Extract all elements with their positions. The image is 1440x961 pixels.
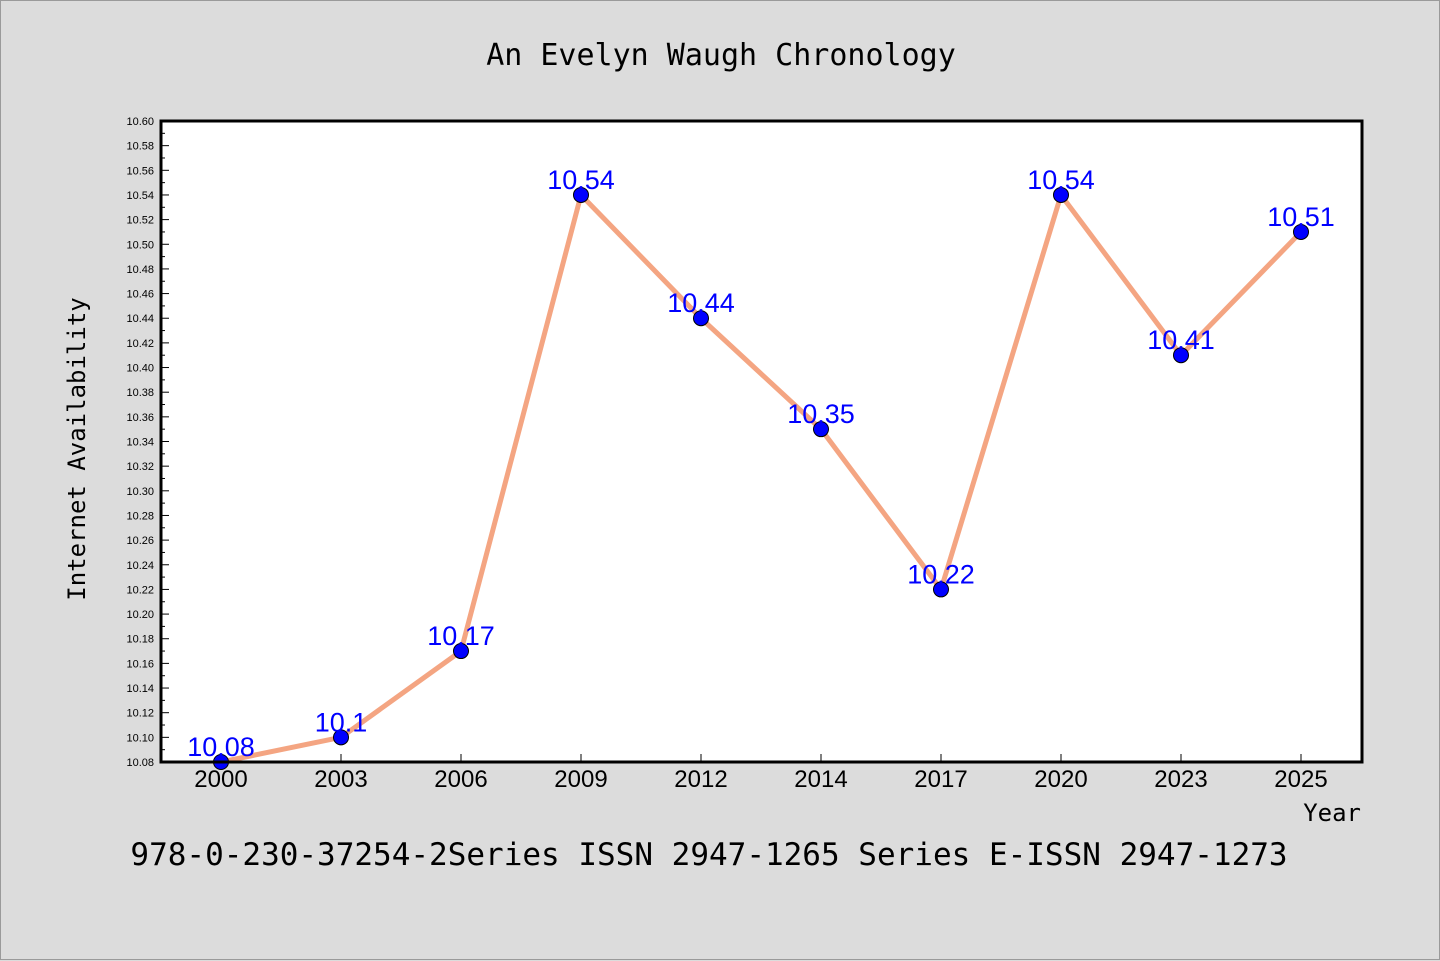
x-axis-ticks: 2000 2003 2006 2009 2012 2014 2017 2020 2023 2025 — [194, 754, 1328, 793]
y-tick-label: 10.28 — [126, 510, 154, 522]
data-label: 10.51 — [1267, 202, 1335, 232]
x-axis-label: Year — [1303, 799, 1361, 827]
y-tick-label: 10.48 — [126, 264, 154, 276]
y-tick-label: 10.44 — [126, 313, 154, 325]
y-axis-ticks: 10.08 10.10 10.12 10.14 10.16 10.18 10.20 10.22… — [126, 116, 169, 769]
data-label: 10.54 — [547, 165, 615, 195]
y-tick-label: 10.40 — [126, 363, 154, 375]
data-point — [333, 729, 349, 746]
data-point — [1173, 347, 1189, 364]
x-tick-label: 2023 — [1154, 766, 1207, 793]
x-tick-label: 2020 — [1034, 766, 1087, 793]
plot-area — [161, 121, 1362, 762]
data-label: 10.44 — [667, 288, 735, 318]
y-tick-label: 10.42 — [126, 338, 154, 350]
y-tick-label: 10.38 — [126, 387, 154, 399]
y-tick-label: 10.58 — [126, 141, 154, 153]
data-point — [1293, 223, 1309, 240]
data-label: 10.35 — [787, 399, 855, 429]
y-tick-label: 10.16 — [126, 658, 154, 670]
y-tick-label: 10.22 — [126, 584, 154, 596]
plot-border — [159, 119, 1364, 764]
data-label: 10.54 — [1027, 165, 1095, 195]
x-tick-label: 2012 — [674, 766, 727, 793]
x-tick-label: 2014 — [794, 766, 847, 793]
data-label: 10.1 — [315, 707, 368, 737]
y-tick-label: 10.46 — [126, 289, 154, 301]
data-point — [453, 643, 469, 660]
y-axis-label: Internet Availability — [63, 297, 91, 600]
data-label: 10.22 — [907, 559, 975, 589]
y-tick-label: 10.56 — [126, 165, 154, 177]
footer-isbn-issn: 978-0-230-37254-2Series ISSN 2947-1265 S… — [130, 837, 1287, 873]
data-point — [573, 186, 589, 203]
y-tick-label: 10.24 — [126, 560, 154, 572]
x-tick-label: 2025 — [1274, 766, 1327, 793]
y-tick-label: 10.18 — [126, 634, 154, 646]
x-tick-label: 2006 — [434, 766, 487, 793]
y-tick-label: 10.52 — [126, 215, 154, 227]
series-line — [218, 192, 1304, 765]
y-tick-label: 10.20 — [126, 609, 154, 621]
x-tick-label: 2009 — [554, 766, 607, 793]
y-tick-label: 10.36 — [126, 412, 154, 424]
y-tick-label: 10.32 — [126, 461, 154, 473]
y-tick-label: 10.34 — [126, 437, 154, 449]
data-point — [933, 581, 949, 598]
data-label: 10.17 — [427, 621, 495, 651]
y-tick-label: 10.26 — [126, 535, 154, 547]
y-tick-label: 10.60 — [126, 116, 154, 128]
y-tick-label: 10.30 — [126, 486, 154, 498]
data-label: 10.41 — [1147, 325, 1215, 355]
x-tick-label: 2017 — [914, 766, 967, 793]
y-tick-label: 10.14 — [126, 683, 154, 695]
data-point — [1053, 186, 1069, 203]
x-tick-label: 2000 — [194, 766, 247, 793]
y-tick-label: 10.54 — [126, 190, 154, 202]
y-tick-label: 10.12 — [126, 708, 154, 720]
data-point — [813, 421, 829, 438]
y-tick-label: 10.08 — [126, 757, 154, 769]
data-label: 10.08 — [187, 732, 255, 762]
y-tick-label: 10.50 — [126, 239, 154, 251]
chart-title: An Evelyn Waugh Chronology — [486, 38, 956, 73]
data-point — [693, 310, 709, 327]
series-layer: 10.08 10.1 10.17 10.54 10.44 10.35 10.22 10.54 1… — [187, 165, 1335, 770]
y-tick-label: 10.10 — [126, 732, 154, 744]
x-tick-label: 2003 — [314, 766, 367, 793]
